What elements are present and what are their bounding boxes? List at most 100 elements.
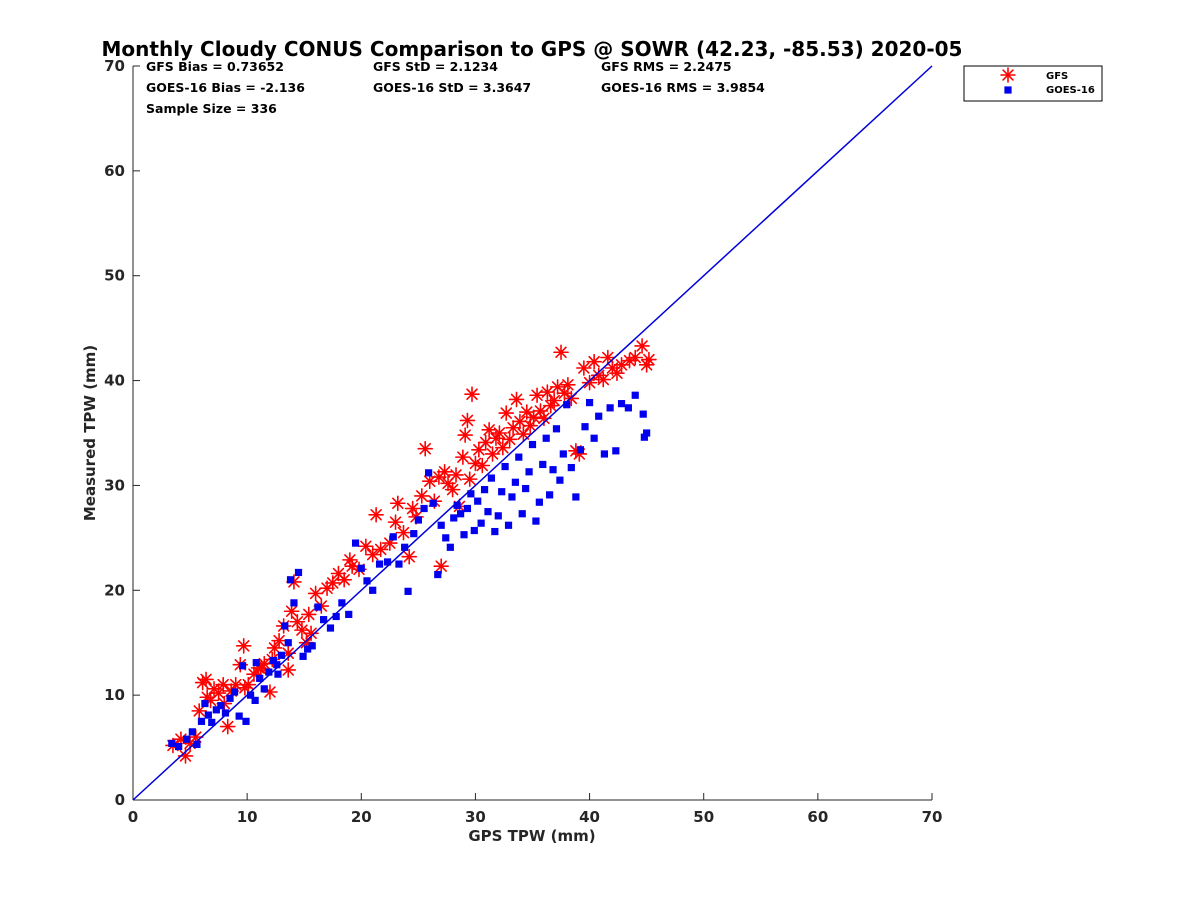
goes16-point <box>290 599 298 607</box>
y-tick-label: 30 <box>104 476 125 494</box>
gfs-point <box>280 662 297 678</box>
goes16-point <box>484 508 492 516</box>
goes16-point <box>528 440 537 449</box>
goes16-point <box>238 662 247 670</box>
legend-goes16-marker <box>1004 86 1012 94</box>
goes16-point <box>235 712 243 720</box>
x-tick-label: 30 <box>465 808 486 826</box>
goes16-point <box>208 718 216 727</box>
goes16-point <box>552 425 561 433</box>
gfs-point <box>215 676 231 693</box>
goes16-point <box>252 659 260 667</box>
goes16-point <box>467 490 475 498</box>
goes16-point <box>491 527 499 536</box>
goes16-point <box>600 450 609 458</box>
gfs-point <box>488 430 504 447</box>
goes16-point <box>351 539 360 547</box>
x-tick-label: 70 <box>922 808 943 826</box>
goes16-point <box>639 410 647 418</box>
goes16-point <box>456 510 465 518</box>
goes16-point <box>369 586 377 594</box>
x-axis-label: GPS TPW (mm) <box>468 827 595 845</box>
goes16-point <box>183 735 191 743</box>
gfs-point <box>358 538 374 555</box>
gfs-point <box>266 640 283 656</box>
goes16-point <box>277 651 285 659</box>
legend-goes16-label: GOES-16 <box>1046 85 1095 96</box>
axes <box>132 66 932 801</box>
stat-gfs-bias: GFS Bias = 0.73652 <box>146 59 284 74</box>
goes16-point <box>535 498 543 506</box>
gfs-point <box>342 552 358 568</box>
goes16-point <box>193 740 201 749</box>
gfs-point <box>634 338 650 354</box>
goes16-point <box>617 400 626 408</box>
goes16-point <box>518 510 526 518</box>
goes16-point <box>498 488 506 496</box>
gfs-point <box>512 413 528 430</box>
gfs-point <box>303 625 319 642</box>
stat-gfs-rms: GFS RMS = 2.2475 <box>601 59 732 74</box>
goes16-point <box>357 564 365 572</box>
gfs-point <box>560 376 576 393</box>
gfs-point <box>364 546 381 563</box>
stat-sample-size: Sample Size = 336 <box>146 101 277 116</box>
gfs-point <box>508 391 525 408</box>
gfs-point <box>641 351 657 368</box>
y-axis-label: Measured TPW (mm) <box>81 345 99 521</box>
goes16-point <box>546 491 554 499</box>
y-tick-label: 0 <box>115 791 125 809</box>
goes16-point <box>188 728 196 736</box>
goes16-point <box>308 642 316 650</box>
goes16-point <box>437 521 445 529</box>
goes16-point <box>463 504 472 513</box>
goes16-point <box>487 474 496 482</box>
gfs-point <box>471 441 487 458</box>
reference-line-group <box>132 65 933 801</box>
stat-goes-bias: GOES-16 Bias = -2.136 <box>146 80 305 95</box>
goes16-point <box>314 603 322 611</box>
series-goes16 <box>168 391 651 751</box>
gfs-point <box>300 606 317 623</box>
gfs-point <box>433 558 449 574</box>
goes16-point <box>480 486 489 494</box>
goes16-point <box>460 531 468 539</box>
gfs-point <box>627 349 644 366</box>
stat-goes-rms: GOES-16 RMS = 3.9854 <box>601 80 765 95</box>
goes16-point <box>450 514 458 522</box>
stats-block: GFS Bias = 0.73652 GFS StD = 2.1234 GFS … <box>146 59 765 116</box>
goes16-point <box>294 568 303 577</box>
goes16-point <box>522 484 530 493</box>
gfs-point <box>401 548 418 565</box>
goes16-point <box>572 493 580 501</box>
goes16-point <box>434 570 442 579</box>
goes16-point <box>299 652 307 660</box>
gfs-point <box>198 671 214 688</box>
goes16-point <box>212 706 220 714</box>
goes16-point <box>338 599 346 607</box>
gfs-point <box>336 571 352 588</box>
goes16-point <box>453 501 461 509</box>
gfs-point <box>448 467 464 483</box>
goes16-point <box>425 469 433 477</box>
gfs-point <box>219 718 236 735</box>
gfs-point <box>455 449 471 465</box>
gfs-point <box>307 585 324 602</box>
y-ticks: 0 10 20 30 40 50 60 70 <box>104 57 140 809</box>
gfs-point <box>467 455 484 472</box>
y-tick-label: 50 <box>104 267 125 285</box>
gfs-point <box>436 463 453 480</box>
goes16-point <box>246 691 255 699</box>
goes16-point <box>217 702 225 710</box>
goes16-point <box>511 478 519 486</box>
goes16-point <box>508 493 516 501</box>
y-tick-label: 10 <box>104 686 125 704</box>
goes16-point <box>273 661 281 669</box>
y-tick-label: 60 <box>104 162 125 180</box>
chart-title: Monthly Cloudy CONUS Comparison to GPS @… <box>102 37 963 61</box>
gfs-point <box>581 374 598 391</box>
goes16-point <box>332 612 340 621</box>
x-tick-label: 10 <box>237 808 258 826</box>
goes16-point <box>539 460 547 469</box>
gfs-point <box>421 473 438 490</box>
